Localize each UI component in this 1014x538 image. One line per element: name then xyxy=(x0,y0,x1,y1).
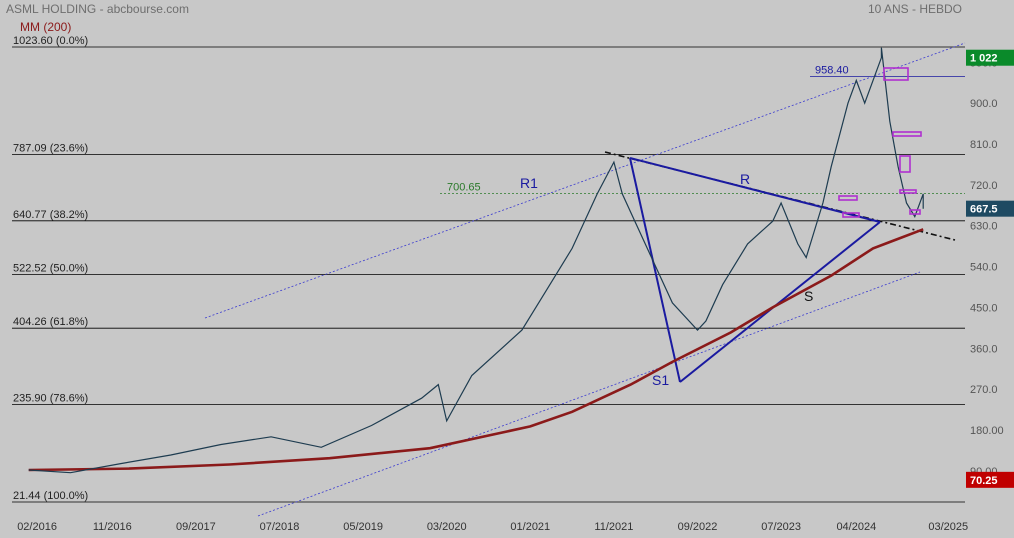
labels: 958.40 700.65 R1 R S S1 1 022 667.5 70.25 xyxy=(447,49,1014,488)
x-tick-label: 09/2022 xyxy=(678,521,718,533)
channel-lower xyxy=(257,271,921,517)
marker-box xyxy=(909,209,921,215)
fibonacci-levels: 1023.60 (0.0%) 787.09 (23.6%) 640.77 (38.2… xyxy=(12,35,965,503)
level-label: 700.65 xyxy=(447,182,481,194)
y-tick-label: 720.0 xyxy=(970,180,998,192)
level-label: 958.40 xyxy=(815,65,849,77)
ma200-line xyxy=(28,228,924,472)
marker-box xyxy=(838,195,858,201)
annotation-s: S xyxy=(804,288,813,304)
x-tick-label: 11/2021 xyxy=(594,521,633,533)
y-tick-label: 450.0 xyxy=(970,302,998,314)
channel-upper xyxy=(204,42,966,319)
fib-label: 235.90 (78.6%) xyxy=(13,393,88,405)
trendlines xyxy=(204,42,966,517)
y-tick-label: 270.0 xyxy=(970,384,998,396)
axes: 990.0900.0810.0720.0630.0540.0450.0360.0… xyxy=(17,57,1003,533)
y-tick-label: 180.00 xyxy=(970,425,1004,437)
x-tick-label: 02/2016 xyxy=(17,521,57,533)
fib-label: 522.52 (50.0%) xyxy=(13,263,88,275)
price-line xyxy=(28,47,924,474)
y-tick-label: 810.0 xyxy=(970,139,998,151)
fib-label: 787.09 (23.6%) xyxy=(13,142,88,154)
x-tick-label: 04/2024 xyxy=(836,521,876,533)
value-badge-label: 70.25 xyxy=(970,475,998,487)
fib-label: 404.26 (61.8%) xyxy=(13,316,88,328)
x-tick-label: 03/2020 xyxy=(427,521,467,533)
annotation-r: R xyxy=(740,171,750,187)
marker-box xyxy=(883,67,909,81)
triangle-top xyxy=(629,157,881,223)
price-series xyxy=(28,47,924,474)
marker-box xyxy=(899,189,917,194)
fib-label: 640.77 (38.2%) xyxy=(13,209,88,221)
marker-box xyxy=(842,212,860,218)
x-tick-label: 07/2018 xyxy=(260,521,300,533)
chart-title: ASML HOLDING - abcbourse.com xyxy=(6,2,189,16)
x-tick-label: 09/2017 xyxy=(176,521,216,533)
x-tick-label: 03/2025 xyxy=(928,521,968,533)
x-tick-label: 11/2016 xyxy=(93,521,132,533)
y-tick-label: 540.0 xyxy=(970,262,998,274)
marker-box xyxy=(899,155,911,173)
value-badge-label: 667.5 xyxy=(970,204,998,216)
value-badge xyxy=(966,200,1014,217)
fib-label: 21.44 (100.0%) xyxy=(13,490,88,502)
y-tick-label: 630.0 xyxy=(970,221,998,233)
triangle-side xyxy=(629,157,681,383)
x-tick-label: 05/2019 xyxy=(343,521,383,533)
markers xyxy=(838,67,922,218)
x-tick-label: 07/2023 xyxy=(761,521,801,533)
y-tick-label: 900.0 xyxy=(970,98,998,110)
ma-legend: MM (200) xyxy=(20,20,72,34)
annotation-r1: R1 xyxy=(520,175,538,191)
annotation-s1: S1 xyxy=(652,372,669,388)
fib-label: 1023.60 (0.0%) xyxy=(13,35,88,47)
x-tick-label: 01/2021 xyxy=(510,521,550,533)
value-badge xyxy=(966,471,1014,488)
ma200-series xyxy=(28,228,924,472)
value-badge xyxy=(966,49,1014,66)
value-badge-label: 1 022 xyxy=(970,53,998,65)
y-tick-label: 360.0 xyxy=(970,343,998,355)
period-label: 10 ANS - HEBDO xyxy=(867,2,962,16)
marker-box xyxy=(892,131,922,137)
